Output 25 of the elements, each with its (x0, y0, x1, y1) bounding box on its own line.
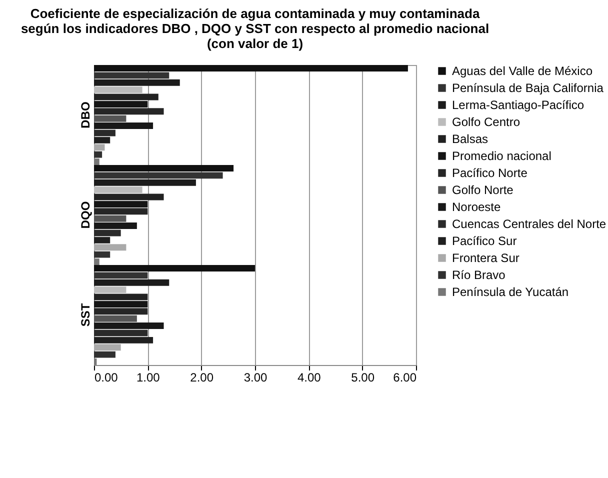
x-tick-label: 3.00 (244, 370, 268, 384)
legend-label: Península de Baja California (452, 81, 604, 95)
legend-label: Río Bravo (452, 268, 506, 282)
legend-label: Golfo Centro (452, 115, 520, 129)
legend-label: Noroeste (452, 200, 502, 214)
x-tick-label: 6.00 (393, 370, 417, 384)
legend-label: Península de Yucatán (452, 285, 569, 299)
legend-label: Frontera Sur (452, 251, 520, 265)
chart-title: Coeficiente de especialización de agua contaminada y muy contaminada según los indicadores DBO , DQO y SST con respecto al promedio nacional (con valor de 1) (20, 6, 490, 51)
x-tick-label: 1.00 (136, 370, 160, 384)
y-tick-label: SST (78, 302, 92, 327)
y-tick-label: DQO (78, 201, 92, 229)
legend-label: Golfo Norte (452, 183, 514, 197)
legend-label: Balsas (452, 132, 488, 146)
x-tick-label: 4.00 (297, 370, 322, 384)
legend-label: Cuencas Centrales del Norte (452, 217, 606, 231)
x-tick-label: 0.00 (94, 370, 118, 384)
legend-label: Promedio nacional (452, 149, 552, 163)
legend-label: Pacífico Norte (452, 166, 528, 180)
legend-label: Lerma-Santiago-Pacífico (452, 98, 584, 112)
legend-label: Pacífico Sur (452, 234, 517, 248)
y-tick-label: DBO (78, 102, 92, 128)
x-tick-label: 5.00 (351, 370, 375, 384)
x-tick-label: 2.00 (190, 370, 214, 384)
legend-label: Aguas del Valle de México (452, 64, 593, 78)
